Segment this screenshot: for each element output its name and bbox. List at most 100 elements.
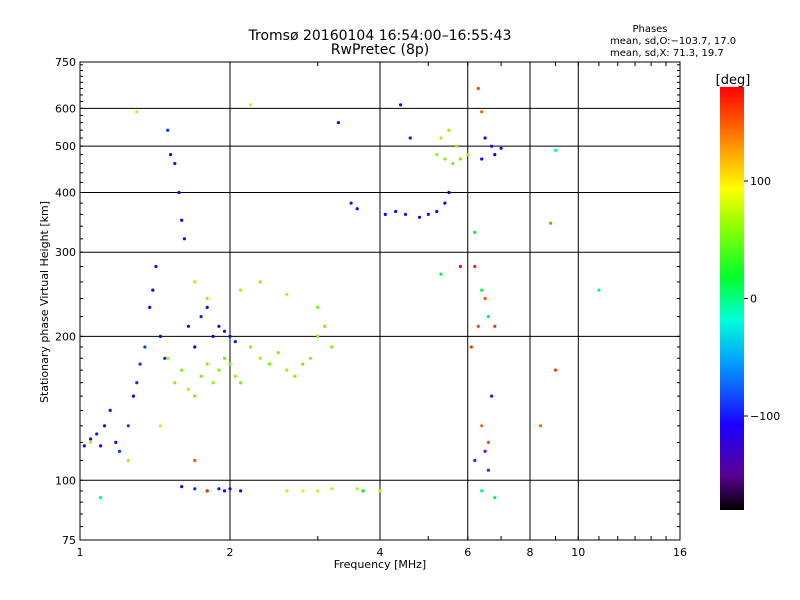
data-point	[403, 212, 408, 216]
data-point	[148, 305, 152, 309]
colorbar-tick-label: 0	[750, 293, 757, 306]
colorbar-tick-label: −100	[750, 410, 780, 423]
x-axis-label: Frequency [MHz]	[334, 558, 426, 571]
x-tick-label: 8	[527, 546, 534, 559]
data-point	[205, 305, 209, 309]
data-point	[308, 356, 312, 360]
data-point	[99, 496, 103, 500]
data-point	[466, 153, 470, 157]
grid	[80, 62, 680, 540]
data-point	[158, 424, 162, 428]
x-tick-label: 1	[77, 546, 84, 559]
data-point	[480, 489, 484, 493]
data-point	[349, 201, 353, 205]
data-point	[323, 324, 327, 328]
data-point	[451, 161, 455, 166]
data-point	[476, 324, 480, 328]
data-point	[276, 351, 280, 355]
data-point	[217, 368, 221, 372]
data-point	[117, 449, 122, 453]
y-tick-label: 750	[55, 56, 76, 69]
data-point	[267, 362, 272, 366]
data-point	[443, 201, 447, 205]
x-tick-label: 2	[227, 546, 234, 559]
data-point	[301, 362, 305, 366]
data-point	[131, 394, 135, 398]
data-point	[205, 296, 209, 301]
data-point	[180, 218, 184, 222]
data-point	[435, 153, 439, 157]
data-point	[169, 153, 173, 157]
data-point	[126, 458, 130, 463]
phase-box-line-x: mean, sd,X: 71.3, 19.7	[610, 48, 724, 59]
x-tick-label: 16	[673, 546, 687, 559]
data-point	[228, 362, 232, 366]
data-point	[249, 345, 253, 349]
data-point	[476, 86, 480, 91]
data-point	[480, 110, 484, 114]
y-tick-label: 300	[55, 246, 76, 259]
data-point	[490, 394, 494, 398]
data-point	[458, 264, 462, 269]
chart-subtitle: RwPretec (8p)	[331, 42, 429, 58]
data-point	[135, 110, 139, 114]
data-point	[205, 489, 209, 493]
data-point	[193, 345, 197, 349]
data-point	[473, 230, 477, 234]
data-point	[330, 345, 334, 349]
data-point	[258, 356, 262, 360]
x-tick-label: 4	[377, 546, 384, 559]
data-point	[486, 315, 490, 319]
colorbar-label: [deg]	[716, 73, 751, 88]
y-tick-label: 500	[55, 140, 76, 153]
data-point	[458, 157, 462, 161]
data-point	[483, 449, 487, 453]
data-point	[211, 334, 215, 338]
data-point	[211, 381, 215, 385]
data-point	[483, 296, 487, 301]
data-point	[205, 362, 209, 366]
data-point	[408, 136, 412, 140]
data-point	[493, 324, 497, 328]
data-point	[293, 374, 297, 378]
data-point	[361, 489, 365, 493]
data-point	[493, 153, 497, 157]
data-point	[193, 487, 197, 491]
data-point	[233, 340, 237, 344]
y-tick-label: 600	[55, 102, 76, 115]
data-point	[378, 489, 382, 493]
data-point	[486, 440, 490, 444]
data-point	[447, 190, 451, 195]
data-point	[435, 209, 439, 214]
data-point	[173, 381, 177, 385]
data-point	[480, 157, 484, 161]
data-point	[399, 103, 403, 107]
data-point	[199, 374, 203, 378]
colorbar	[720, 87, 744, 510]
data-point	[480, 288, 484, 292]
data-point	[355, 487, 359, 491]
y-tick-label: 200	[55, 330, 76, 343]
data-point	[193, 458, 197, 463]
data-point	[154, 264, 158, 269]
data-point	[222, 356, 227, 360]
data-point	[258, 280, 262, 284]
data-points	[82, 86, 601, 500]
phase-box-title: Phases	[632, 24, 667, 35]
data-point	[483, 136, 487, 140]
data-point	[553, 368, 558, 372]
data-point	[166, 128, 170, 132]
data-point	[108, 408, 112, 412]
data-point	[217, 487, 221, 491]
data-point	[228, 487, 232, 491]
data-point	[316, 489, 320, 493]
y-axis-ticks: 75 100 200 300 400 500 600 750	[55, 56, 680, 547]
data-point	[285, 489, 289, 493]
data-point	[355, 207, 359, 211]
data-point	[597, 288, 601, 292]
data-point	[553, 148, 558, 152]
x-tick-label: 6	[464, 546, 471, 559]
data-point	[285, 368, 289, 372]
x-axis-ticks: 1 2 4 6 8 10 16	[77, 62, 687, 559]
data-point	[222, 489, 227, 493]
